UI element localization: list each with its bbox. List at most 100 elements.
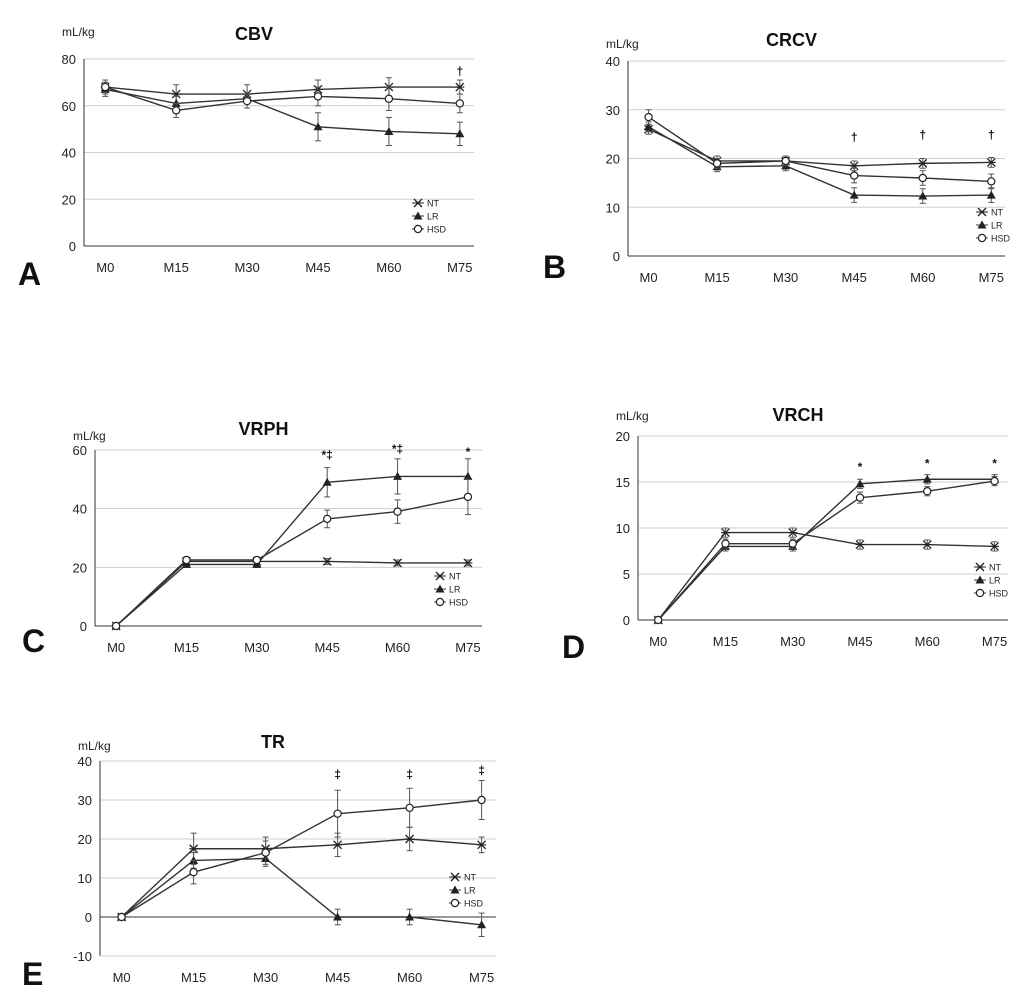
y-tick-label: 20 (78, 832, 92, 847)
series-hsd (117, 780, 486, 922)
series-hsd (101, 79, 465, 118)
data-point (922, 474, 932, 483)
legend-marker-nt (450, 872, 460, 882)
data-point (918, 191, 928, 200)
data-point (384, 126, 394, 135)
chart-panel-a: 0 20 40 60 80 M0 M15 M30 M45 M60 M75 CBV mL/kg A † NT LR… (18, 24, 474, 292)
x-tick-label: M30 (244, 640, 269, 655)
data-point (477, 795, 486, 805)
data-point (463, 558, 473, 568)
data-point (855, 479, 865, 488)
series-lr (653, 474, 1000, 624)
data-point (720, 528, 730, 538)
x-tick-label: M60 (397, 970, 422, 985)
significance-mark: ‡ (334, 768, 341, 782)
legend-label: NT (991, 208, 1003, 218)
legend-label: NT (449, 572, 461, 582)
legend-label: NT (464, 873, 476, 883)
x-tick-label: M15 (704, 270, 729, 285)
y-axis-unit: mL/kg (606, 37, 639, 51)
y-tick-label: 30 (78, 793, 92, 808)
panel-letter: E (22, 956, 43, 992)
data-point (384, 94, 394, 103)
significance-mark: † (919, 128, 926, 142)
legend-marker-nt (413, 198, 423, 208)
data-point (405, 803, 414, 813)
data-point (189, 844, 199, 854)
panel-letter: B (543, 249, 566, 285)
series-line-lr (115, 475, 468, 627)
y-axis-unit: mL/kg (616, 409, 649, 423)
x-tick-label: M45 (842, 270, 867, 285)
y-tick-label: 40 (73, 502, 87, 517)
series-line-lr (657, 478, 995, 621)
data-point (990, 541, 1000, 551)
significance-mark: * (466, 445, 471, 459)
y-tick-label: 20 (616, 429, 630, 444)
y-tick-label: -10 (73, 949, 92, 964)
legend-label: LR (427, 212, 439, 222)
legend: NT LR HSD (434, 572, 469, 608)
data-point (712, 159, 722, 168)
data-point (644, 112, 653, 122)
data-point (455, 82, 465, 92)
legend-marker-hsd (977, 233, 987, 243)
data-point (101, 82, 110, 92)
legend-marker-lr (977, 220, 987, 229)
panel-letter: D (562, 629, 585, 665)
data-point (393, 507, 402, 516)
y-tick-label: 10 (78, 871, 92, 886)
x-tick-label: M0 (640, 270, 658, 285)
data-point (322, 477, 332, 486)
data-point (788, 539, 797, 548)
series-line-lr (105, 88, 460, 135)
x-tick-label: M45 (325, 970, 350, 985)
y-tick-label: 80 (62, 52, 76, 67)
data-point (393, 558, 403, 568)
data-point (182, 555, 191, 565)
series-line-nt (121, 838, 482, 918)
significance-mark: * (992, 456, 997, 470)
data-point (990, 476, 999, 486)
series-line-hsd (657, 480, 995, 621)
chart-title: CRCV (766, 30, 817, 50)
series-nt (644, 123, 996, 172)
significance-mark: * (858, 460, 863, 474)
x-tick-label: M0 (107, 640, 125, 655)
x-tick-label: M30 (773, 270, 798, 285)
series-lr (111, 458, 473, 630)
legend-label: HSD (427, 225, 447, 235)
data-point (261, 848, 270, 857)
x-tick-label: M60 (385, 640, 410, 655)
data-point (653, 615, 663, 625)
data-point (455, 129, 465, 138)
series-line-nt (657, 531, 995, 621)
series-hsd (644, 109, 996, 190)
significance-mark: ‡ (406, 768, 413, 782)
series-nt (111, 557, 473, 631)
series-lr (644, 121, 996, 204)
data-point (171, 106, 181, 115)
data-point (455, 99, 465, 108)
x-tick-label: M0 (649, 634, 667, 649)
significance-mark: ‡ (478, 764, 485, 778)
x-tick-label: M45 (305, 260, 330, 275)
y-tick-label: 15 (616, 475, 630, 490)
data-point (850, 171, 859, 180)
data-point (393, 471, 403, 480)
data-point (333, 840, 343, 850)
x-tick-label: M30 (253, 970, 278, 985)
data-point (986, 157, 996, 167)
y-tick-label: 0 (80, 619, 87, 634)
data-point (855, 493, 865, 502)
legend-marker-lr (435, 584, 445, 593)
y-axis-unit: mL/kg (62, 25, 95, 39)
data-point (987, 177, 996, 186)
chart-title: VRCH (772, 405, 823, 425)
x-tick-label: M15 (181, 970, 206, 985)
legend-label: HSD (991, 234, 1011, 244)
legend-marker-hsd (413, 224, 423, 234)
data-point (333, 809, 342, 818)
y-tick-label: 0 (613, 249, 620, 264)
legend-label: HSD (449, 598, 469, 608)
